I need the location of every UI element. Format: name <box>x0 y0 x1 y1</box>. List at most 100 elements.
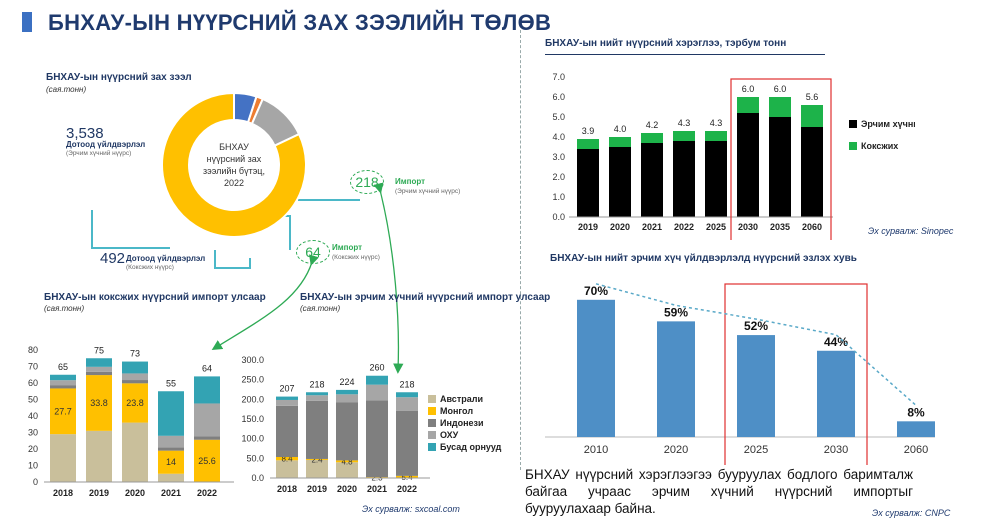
share-bar-2010 <box>577 299 615 437</box>
total-label: 73 <box>130 349 140 359</box>
bar-segment-ОХУ <box>276 399 298 406</box>
bar-segment-Коксжих <box>737 97 759 113</box>
x-tick-label: 2010 <box>584 444 608 456</box>
coking-chart-unit: (сая.тонн) <box>44 304 85 313</box>
bar-segment-Монгол <box>158 450 184 474</box>
value-label: 59% <box>664 305 688 319</box>
bar-segment-Эрчим хүчний <box>609 147 631 217</box>
bar-segment-Австрали <box>276 460 298 478</box>
segment-label: 33.8 <box>90 398 108 408</box>
y-tick-label: 200.0 <box>241 394 264 404</box>
bar-segment-Бусад орнууд <box>336 389 358 395</box>
bar-segment-Индонези <box>396 410 418 476</box>
bar-segment-Австрали <box>122 422 148 482</box>
total-label: 4.0 <box>614 124 627 134</box>
total-label: 4.3 <box>710 118 723 128</box>
x-tick-label: 2025 <box>744 444 768 456</box>
x-tick-label: 2019 <box>578 222 598 232</box>
domestic-coking-value: 492 <box>100 250 126 267</box>
y-tick-label: 0.0 <box>552 212 565 222</box>
y-tick-label: 80 <box>28 345 38 355</box>
bar-segment-Бусад орнууд <box>50 374 76 381</box>
x-tick-label: 2020 <box>125 488 145 498</box>
bar-segment-Бусад орнууд <box>158 391 184 436</box>
x-tick-label: 2030 <box>824 444 848 456</box>
donut-center-label-1: БНХАУ <box>219 142 249 152</box>
share-bar-2020 <box>657 321 695 437</box>
total-label: 5.6 <box>806 92 819 102</box>
legend-label: Эрчим хүчний <box>861 119 915 129</box>
total-label: 6.0 <box>742 84 755 94</box>
donut-center-label-2: нүүрсний зах <box>207 154 262 164</box>
total-label: 207 <box>279 384 294 394</box>
note-text: БНХАУ нүүрсний хэрэглээгээ бууруулах бод… <box>525 467 913 516</box>
total-label: 4.2 <box>646 120 659 130</box>
bar-segment-Монгол <box>86 375 112 431</box>
coking-import-chart: 0 10 20 30 40 50 60 70 80 27.7 65 2018 33.8 75 2019 23.… <box>28 345 234 498</box>
x-tick-label: 2020 <box>610 222 630 232</box>
bar-segment-Индонези <box>306 400 328 459</box>
market-unit: (сая.тонн) <box>46 85 87 94</box>
x-tick-label: 2025 <box>706 222 726 232</box>
bar-segment-Индонези <box>158 447 184 451</box>
bar-segment-Эрчим хүчний <box>577 149 599 217</box>
bar-segment-Австрали <box>86 430 112 482</box>
segment-label: 8.4 <box>281 455 293 464</box>
bar-segment-Индонези <box>50 385 76 389</box>
y-tick-label: 0.0 <box>251 473 264 483</box>
bar-segment-Австрали <box>336 462 358 478</box>
coking-arrow <box>211 254 319 351</box>
x-tick-label: 2021 <box>367 484 387 494</box>
total-label: 75 <box>94 345 104 355</box>
total-label: 4.3 <box>678 118 691 128</box>
source-left: Эх сурвалж: sxcoal.com <box>362 504 460 514</box>
donut-center-label-4: 2022 <box>224 178 244 188</box>
page-title: БНХАУ-ЫН НҮҮРСНИЙ ЗАХ ЗЭЭЛИЙН ТӨЛӨВ <box>48 10 552 35</box>
segment-label: 4.8 <box>341 457 353 466</box>
bar-segment-Индонези <box>366 400 388 478</box>
energy-chart-unit: (сая.тонн) <box>300 304 341 313</box>
bar-segment-Эрчим хүчний <box>705 141 727 217</box>
projection-highlight-box <box>724 283 868 465</box>
bar-segment-Австрали <box>158 473 184 482</box>
bar-segment-Бусад орнууд <box>276 396 298 400</box>
x-tick-label: 2021 <box>161 488 181 498</box>
share-chart-title: БНХАУ-ын нийт эрчим хүч үйлдвэрлэлд нүүр… <box>550 253 857 264</box>
bar-segment-Индонези <box>194 436 220 440</box>
y-tick-label: 30 <box>28 428 38 438</box>
bar-segment-Коксжих <box>801 105 823 127</box>
legend-swatch-Австрали <box>428 395 436 403</box>
title-accent-bar <box>22 12 32 32</box>
y-tick-label: 150.0 <box>241 414 264 424</box>
total-label: 218 <box>309 379 324 389</box>
donut-slice-0 <box>161 91 307 238</box>
source-cnpc: Эх сурвалж: CNPC <box>872 508 951 518</box>
x-tick-label: 2019 <box>307 484 327 494</box>
y-tick-label: 60 <box>28 378 38 388</box>
bar-segment-ОХУ <box>50 380 76 386</box>
bar-segment-ОХУ <box>336 394 358 403</box>
total-label: 260 <box>369 363 384 373</box>
segment-label: 25.6 <box>198 456 216 466</box>
x-tick-label: 2060 <box>802 222 822 232</box>
legend-swatch-Бусад орнууд <box>428 443 436 451</box>
total-label: 55 <box>166 378 176 388</box>
bar-segment-Индонези <box>122 380 148 384</box>
y-tick-label: 50.0 <box>246 453 264 463</box>
value-label: 70% <box>584 284 608 298</box>
y-tick-label: 50 <box>28 395 38 405</box>
legend-label: Бусад орнууд <box>440 442 502 452</box>
value-label: 8% <box>907 405 925 419</box>
bar-segment-Эрчим хүчний <box>641 143 663 217</box>
bar-segment-Коксжих <box>641 133 663 143</box>
bar-segment-Эрчим хүчний <box>673 141 695 217</box>
energy-arrow <box>373 182 404 374</box>
bar-segment-Коксжих <box>673 131 695 141</box>
energy-chart-title: БНХАУ-ын эрчим хүчний нүүрсний импорт ул… <box>300 292 551 303</box>
projection-highlight-box <box>730 78 832 240</box>
bar-segment-Бусад орнууд <box>86 358 112 367</box>
source-sinopec: Эх сурвалж: Sinopec <box>868 226 954 236</box>
total-label: 3.9 <box>582 126 595 136</box>
bar-segment-Эрчим хүчний <box>801 127 823 217</box>
bar-segment-ОХУ <box>86 366 112 372</box>
